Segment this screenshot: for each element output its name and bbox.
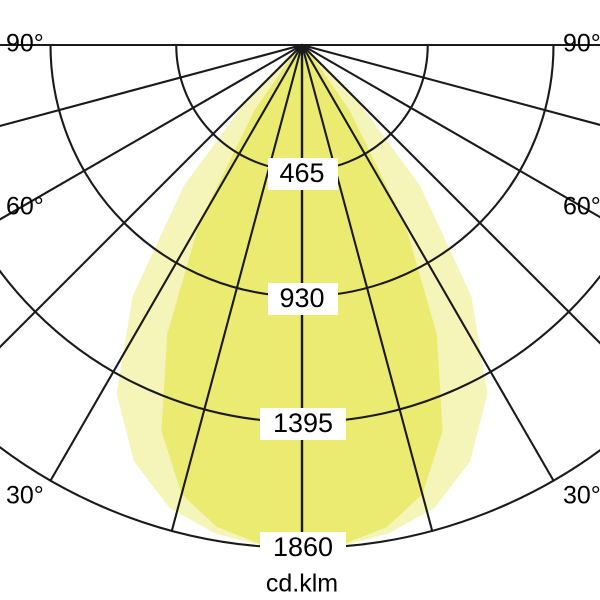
grid-spoke-15 <box>300 43 434 532</box>
radial-value-labels-group: 465 930 1395 1860 <box>260 158 346 564</box>
radius-label-1-backdrop <box>268 158 338 190</box>
angle-label-right-90: 90° <box>563 30 600 58</box>
grid-spoke-30 <box>300 43 555 482</box>
radius-label-3-backdrop <box>260 408 346 440</box>
radius-label-2-backdrop <box>268 283 338 315</box>
angle-label-right-30: 30° <box>563 482 600 510</box>
angle-label-right-60: 60° <box>563 193 600 221</box>
grid-spoke--15 <box>170 43 304 532</box>
radius-label-1860: 1860 <box>273 532 333 562</box>
grid-spoke--60 <box>0 43 304 221</box>
angle-label-left-90: 90° <box>6 30 44 58</box>
grid-spoke-45 <box>300 43 600 345</box>
grid-spoke-75 <box>300 43 600 126</box>
radius-label-465: 465 <box>279 158 324 188</box>
radius-label-4-backdrop <box>260 532 346 564</box>
radius-label-930: 930 <box>279 283 324 313</box>
grid-spoke--75 <box>0 43 304 128</box>
angle-label-left-30: 30° <box>6 482 44 510</box>
grid-spoke-60 <box>300 43 600 219</box>
radius-label-1395: 1395 <box>273 408 333 438</box>
angle-label-left-60: 60° <box>6 193 44 221</box>
grid-spoke--30 <box>49 43 304 482</box>
unit-caption: cd.klm <box>266 570 338 598</box>
grid-spoke--45 <box>0 43 304 349</box>
